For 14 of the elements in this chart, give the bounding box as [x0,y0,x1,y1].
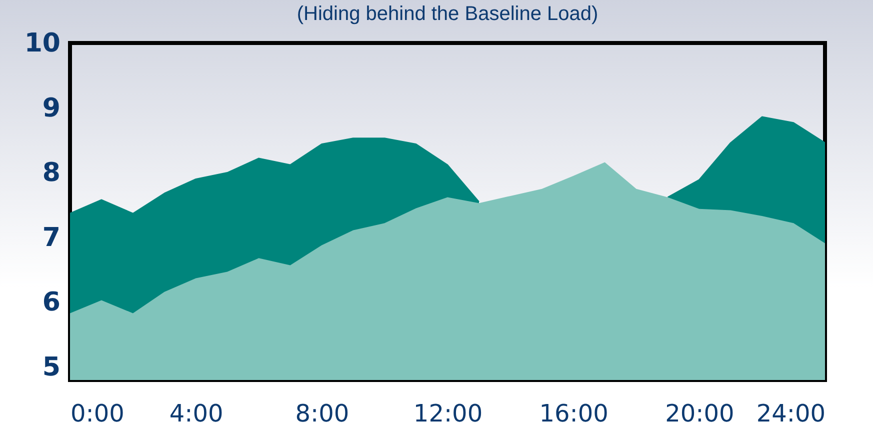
x-tick-label: 8:00 [295,400,350,428]
x-tick-label: 24:00 [756,400,826,428]
y-tick-label: 9 [42,93,60,124]
x-tick-label: 12:00 [413,400,483,428]
y-tick-label: 6 [42,288,60,318]
x-tick-label: 0:00 [70,400,124,428]
y-tick-label: 10 [24,28,60,58]
y-tick-label: 7 [42,222,60,253]
x-tick-label: 20:00 [665,400,734,428]
x-tick-label: 16:00 [539,400,608,428]
chart-title: (Hiding behind the Baseline Load) [296,3,598,25]
y-tick-label: 5 [42,352,60,383]
y-tick-label: 8 [42,158,60,188]
x-tick-label: 4:00 [169,400,224,428]
